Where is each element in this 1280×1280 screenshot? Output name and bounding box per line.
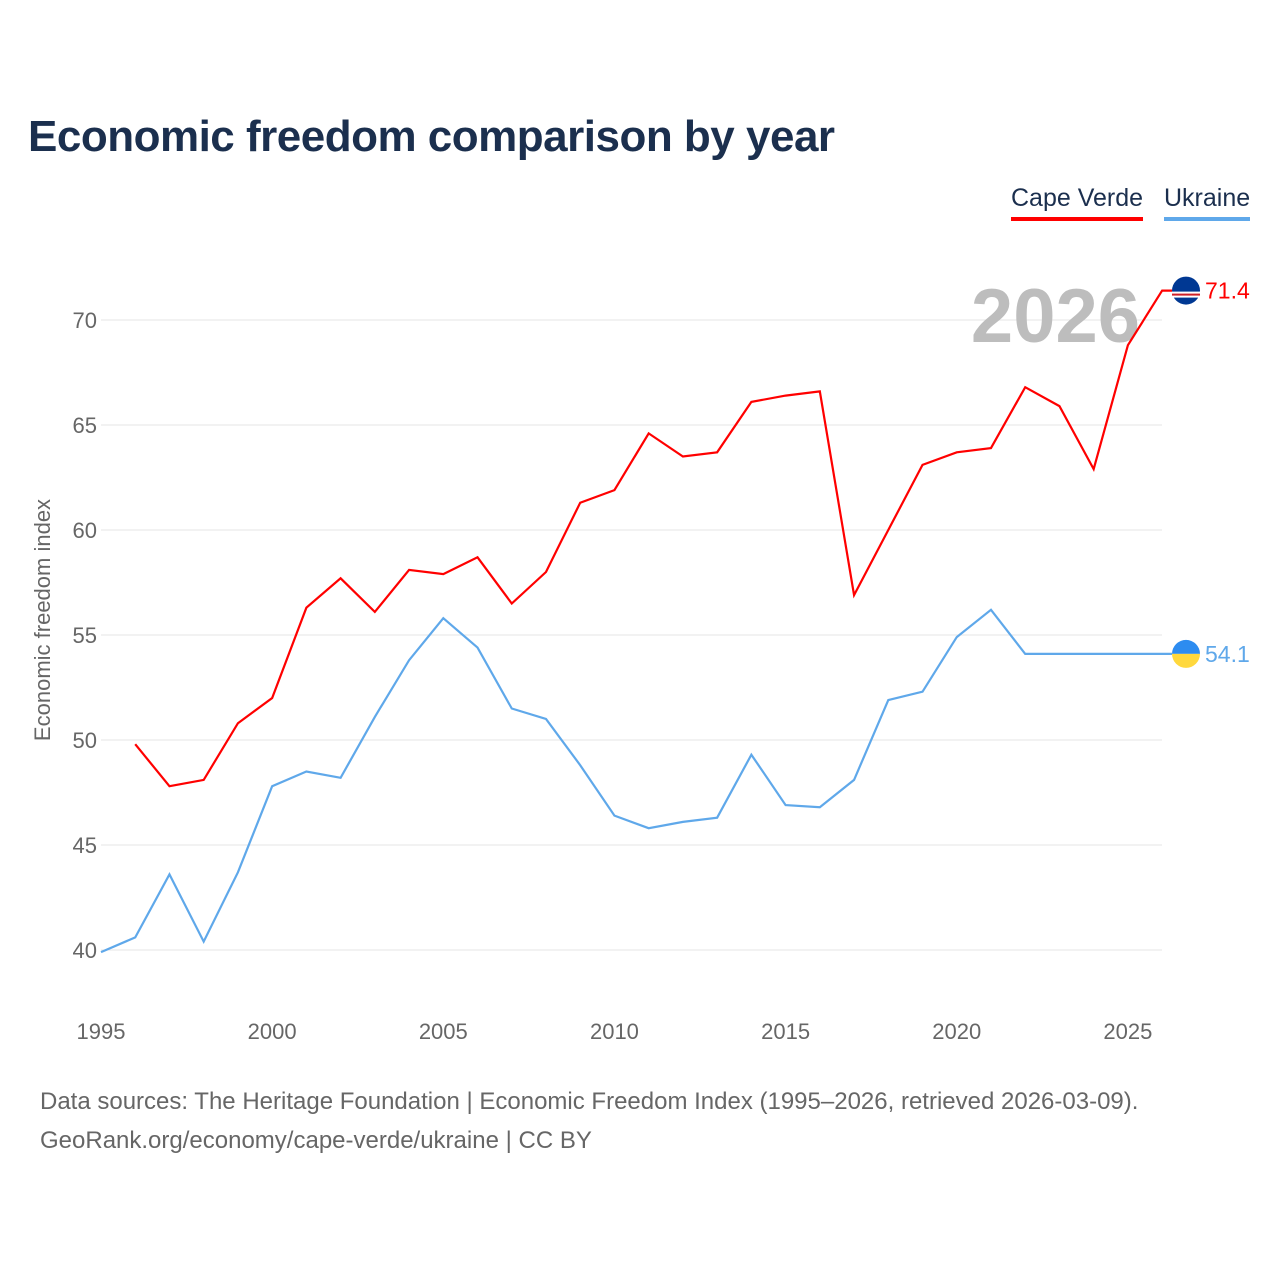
- ukraine-flag-icon-lower: [1172, 653, 1200, 668]
- legend-label: Ukraine: [1164, 184, 1251, 212]
- end-value-label: 71.4: [1205, 278, 1250, 304]
- y-tick-label: 60: [73, 518, 97, 543]
- ukraine-flag-icon: [1172, 639, 1200, 654]
- x-tick-label: 2000: [248, 1019, 297, 1044]
- y-tick-label: 70: [73, 308, 97, 333]
- x-tick-label: 2020: [932, 1019, 981, 1044]
- series-line-cape-verde: [134, 289, 1172, 788]
- x-tick-label: 2025: [1103, 1019, 1152, 1044]
- footer-sources: Data sources: The Heritage Foundation | …: [40, 1088, 1139, 1115]
- legend-swatch: [1164, 217, 1251, 221]
- legend-item-cape-verde[interactable]: Cape Verde: [1011, 184, 1144, 221]
- year-watermark: 2026: [971, 274, 1140, 359]
- series-line-ukraine: [100, 608, 1172, 954]
- flag-stripe: [1172, 293, 1200, 296]
- y-tick-label: 40: [73, 938, 97, 963]
- x-tick-label: 2015: [761, 1019, 810, 1044]
- y-tick-label: 45: [73, 833, 97, 858]
- legend-swatch: [1011, 217, 1144, 221]
- legend-label: Cape Verde: [1011, 184, 1144, 212]
- y-tick-label: 50: [73, 728, 97, 753]
- chart-title: Economic freedom comparison by year: [28, 112, 835, 161]
- y-tick-label: 65: [73, 413, 97, 438]
- y-tick-label: 55: [73, 623, 97, 648]
- cape-verde-flag-icon: [1172, 276, 1200, 305]
- end-value-label: 54.1: [1205, 641, 1250, 667]
- x-tick-label: 1995: [77, 1019, 126, 1044]
- legend-item-ukraine[interactable]: Ukraine: [1164, 184, 1251, 221]
- footer-credit: GeoRank.org/economy/cape-verde/ukraine |…: [40, 1127, 592, 1154]
- y-axis-label: Economic freedom index: [30, 499, 55, 741]
- x-tick-label: 2005: [419, 1019, 468, 1044]
- x-tick-label: 2010: [590, 1019, 639, 1044]
